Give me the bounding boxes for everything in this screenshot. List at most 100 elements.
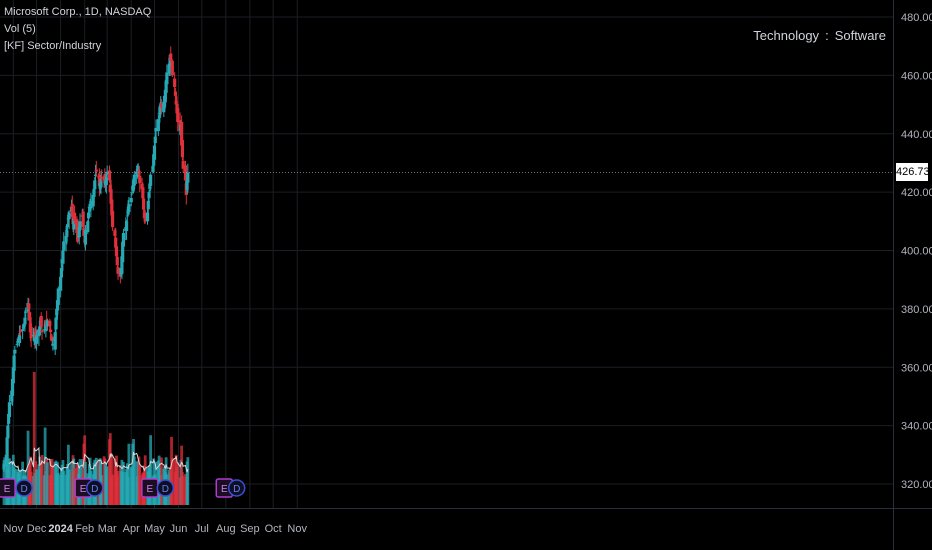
- y-tick-label: 420.00: [901, 187, 932, 199]
- y-tick-label: 400.00: [901, 246, 932, 258]
- candle-body: [11, 367, 15, 384]
- candle-body: [152, 154, 156, 166]
- volume-bar: [149, 435, 153, 505]
- y-tick-label: 380.00: [901, 304, 932, 316]
- x-tick-label: Feb: [75, 523, 94, 535]
- candle-body: [77, 227, 81, 238]
- candle-body: [38, 326, 42, 330]
- dividend-marker[interactable]: [86, 479, 104, 497]
- candle-body: [118, 273, 122, 277]
- candle-body: [76, 232, 80, 242]
- x-axis-labels: Nov Dec 2024 Feb Mar Apr May Jun Jul Aug Sep Oct Nov: [4, 523, 308, 535]
- candle-body: [173, 91, 178, 96]
- x-tick-label: Mar: [98, 523, 117, 535]
- y-tick-label: 340.00: [901, 421, 932, 433]
- candle-body: [126, 209, 130, 215]
- candle-body: [48, 329, 53, 333]
- candle-body: [136, 165, 140, 173]
- sector-industry-label: Technology: Software: [753, 28, 886, 43]
- candle-body: [168, 57, 172, 68]
- candle-body: [154, 127, 158, 132]
- candle-body: [93, 180, 97, 190]
- event-label: E: [4, 484, 11, 495]
- candle-body: [170, 60, 174, 76]
- x-tick-label: Sep: [240, 523, 260, 535]
- volume-bar: [105, 466, 109, 505]
- candle-body: [66, 224, 70, 227]
- y-tick-label: 480.00: [901, 12, 932, 24]
- candle-body: [55, 308, 59, 316]
- candle-body: [153, 136, 157, 144]
- candle-body: [180, 121, 184, 146]
- dividend-marker[interactable]: [227, 479, 246, 497]
- candle-body: [121, 232, 126, 247]
- candle-body: [65, 230, 69, 237]
- candle-body: [45, 320, 50, 327]
- candle-body: [180, 139, 185, 158]
- candle-body: [44, 323, 48, 332]
- dividend-marker[interactable]: [156, 479, 175, 497]
- candle-body: [24, 311, 28, 313]
- candle-body: [89, 200, 93, 209]
- candle-body: [142, 198, 146, 210]
- volume-bar: [67, 469, 71, 505]
- candle-body: [72, 212, 77, 222]
- candle-body: [27, 303, 31, 309]
- candle-body: [50, 336, 54, 341]
- candle-body: [116, 267, 120, 274]
- candle-body: [4, 454, 8, 467]
- candle-body: [174, 100, 178, 105]
- event-label: D: [21, 484, 28, 495]
- candle-body: [67, 212, 71, 220]
- x-tick-label: Jun: [170, 523, 188, 535]
- chart-legend: Microsoft Corp., 1D, NASDAQ Vol (5) [KF]…: [4, 4, 151, 55]
- volume-bar: [181, 475, 185, 505]
- candle-body: [10, 390, 14, 402]
- x-tick-label: Oct: [265, 523, 282, 535]
- earnings-marker[interactable]: [0, 478, 16, 498]
- event-label: E: [146, 484, 153, 495]
- candle-body: [146, 200, 150, 210]
- x-tick-label: Aug: [216, 523, 236, 535]
- volume-bar: [32, 372, 36, 505]
- event-label: E: [221, 484, 228, 495]
- industry-name: Software: [834, 28, 886, 43]
- sector-indicator-label[interactable]: [KF] Sector/Industry: [4, 40, 102, 52]
- candle-body: [109, 189, 113, 204]
- candle-body: [86, 221, 90, 233]
- candle-body: [22, 323, 26, 327]
- x-tick-label: Dec: [27, 523, 47, 535]
- candle-body: [113, 230, 117, 236]
- x-tick-label: Apr: [123, 523, 140, 535]
- volume-ma-line: [8, 446, 189, 473]
- volume-bar: [122, 461, 125, 505]
- symbol-title[interactable]: Microsoft Corp., 1D, NASDAQ: [4, 6, 152, 18]
- candle-body: [183, 165, 188, 181]
- candlesticks: [2, 46, 190, 473]
- volume-bar: [116, 470, 120, 505]
- candle-body: [55, 300, 60, 311]
- candle-body: [114, 246, 119, 257]
- volume-bar: [176, 462, 180, 505]
- candle-body: [100, 177, 104, 179]
- candle-body: [2, 463, 6, 470]
- volume-bar: [40, 455, 44, 505]
- candle-body: [148, 183, 152, 190]
- candle-body: [107, 170, 112, 181]
- candle-body: [121, 241, 125, 263]
- candle-body: [127, 203, 131, 212]
- volume-indicator-label[interactable]: Vol (5): [4, 23, 36, 35]
- candle-body: [115, 256, 119, 266]
- volume-bar: [108, 433, 112, 505]
- candle-body: [23, 317, 27, 325]
- candle-body: [125, 215, 129, 217]
- candle-body: [165, 72, 169, 85]
- dividend-marker[interactable]: [15, 479, 33, 497]
- candle-body: [120, 256, 124, 274]
- candle-body: [156, 119, 160, 132]
- candle-body: [34, 329, 38, 339]
- candle-body: [27, 311, 32, 321]
- candle-body: [81, 211, 85, 228]
